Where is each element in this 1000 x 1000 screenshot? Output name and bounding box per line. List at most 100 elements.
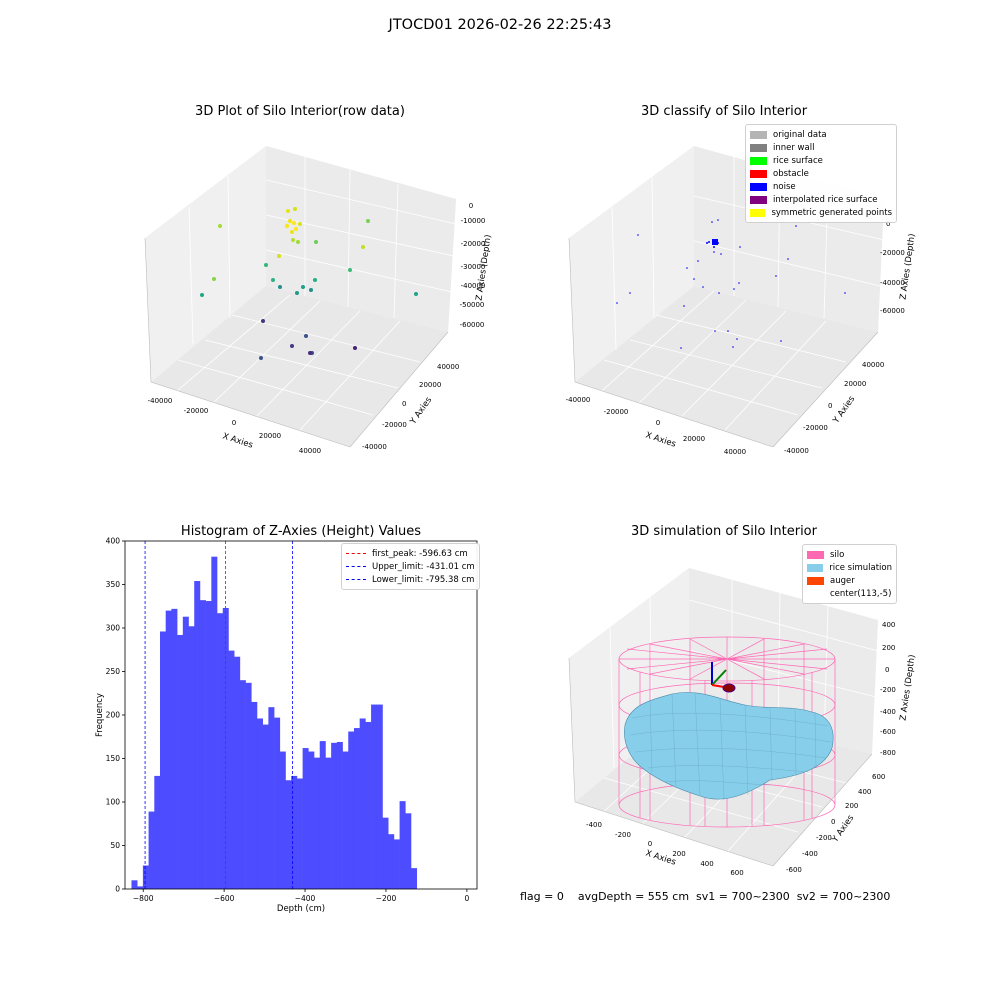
raw-point xyxy=(309,288,313,292)
sim-xtick: 0 xyxy=(648,840,652,848)
noise-point xyxy=(736,338,738,340)
histogram-bar xyxy=(165,610,172,889)
sim-ztick: -400 xyxy=(880,708,896,716)
raw-point xyxy=(278,285,282,289)
noise-point xyxy=(739,246,741,248)
histogram-bar xyxy=(234,656,241,889)
classify-xtick: -20000 xyxy=(604,408,629,416)
sim-ztick: -800 xyxy=(880,749,896,757)
classify-ytick: 0 xyxy=(828,402,832,410)
rice-surface xyxy=(624,692,834,801)
raw-point xyxy=(304,334,308,338)
raw-ytick: -40000 xyxy=(362,443,387,451)
raw-point xyxy=(271,278,275,282)
histogram-bar xyxy=(199,600,206,889)
noise-point xyxy=(683,305,685,307)
legend-swatch xyxy=(807,550,824,559)
sim-xtick: 400 xyxy=(700,860,713,868)
y-tick-label: 150 xyxy=(106,754,121,763)
x-tick-label: −400 xyxy=(295,894,316,903)
legend-swatch xyxy=(750,195,767,204)
noise-point xyxy=(706,242,708,244)
raw-point xyxy=(414,292,418,296)
raw-ytick: 40000 xyxy=(437,363,459,371)
y-tick-label: 200 xyxy=(106,711,121,720)
noise-point xyxy=(844,292,846,294)
raw-ztick: -30000 xyxy=(461,263,486,271)
raw-xtick: -20000 xyxy=(184,407,209,415)
y-tick-label: 400 xyxy=(106,537,121,546)
noise-point xyxy=(717,242,719,244)
noise-point xyxy=(732,346,734,348)
raw-xtick: -40000 xyxy=(148,397,173,405)
legend-line xyxy=(346,579,366,580)
sim-ytick: -200 xyxy=(816,834,832,842)
sim-z-label: Z Axies (Depth) xyxy=(898,654,917,721)
noise-point xyxy=(780,340,782,342)
y-tick-label: 50 xyxy=(110,841,120,850)
histogram-bar xyxy=(365,721,372,889)
noise-point xyxy=(708,241,710,243)
noise-point xyxy=(787,258,789,260)
histogram-bar xyxy=(262,724,269,889)
raw-point xyxy=(296,240,300,244)
raw-ztick: -20000 xyxy=(461,240,486,248)
legend-swatch xyxy=(750,130,767,139)
histogram-bar xyxy=(239,680,246,889)
histogram-bar xyxy=(405,813,412,889)
y-tick-label: 0 xyxy=(115,885,120,894)
histogram-bar xyxy=(228,650,235,889)
noise-point xyxy=(637,234,639,236)
raw-ztick: -50000 xyxy=(460,301,485,309)
noise-point xyxy=(713,251,715,253)
noise-point xyxy=(680,347,682,349)
raw-xtick: 40000 xyxy=(299,447,321,455)
raw-point xyxy=(287,218,293,224)
histogram-bar xyxy=(279,751,286,889)
classify-xtick: -40000 xyxy=(566,396,591,404)
noise-point xyxy=(712,239,718,245)
sim-ztick: 400 xyxy=(882,621,895,629)
classify-ztick: 0 xyxy=(886,220,890,228)
sim-xtick: -400 xyxy=(586,821,602,829)
histogram-legend: first_peak: -596.63 cm Upper_limit: -431… xyxy=(341,543,480,590)
legend-item: rice surface xyxy=(750,154,892,167)
noise-point xyxy=(714,330,716,332)
raw-xtick: 20000 xyxy=(259,432,281,440)
legend-item: inner wall xyxy=(750,141,892,154)
histogram-bar xyxy=(211,556,218,889)
raw-point xyxy=(290,230,294,234)
histogram-bar xyxy=(348,731,355,889)
histogram-bar xyxy=(291,775,298,889)
histogram-bar xyxy=(188,626,195,889)
classify-plot-title: 3D classify of Silo Interior xyxy=(640,104,808,119)
sim-ytick: 0 xyxy=(831,818,835,826)
noise-point xyxy=(686,267,688,269)
histogram-bar xyxy=(137,886,144,889)
sim-ytick: -400 xyxy=(802,850,818,858)
noise-point xyxy=(733,288,735,290)
figure-title: JTOCD01 2026-02-26 22:25:43 xyxy=(388,17,612,33)
classify-legend: original data inner wall rice surface ob… xyxy=(745,124,897,223)
sim-ztick: -200 xyxy=(880,686,896,694)
histogram-bar xyxy=(182,616,189,889)
legend-swatch xyxy=(750,143,767,152)
histogram-bar xyxy=(296,778,303,889)
histogram-bar xyxy=(171,608,178,889)
classify-ytick: 20000 xyxy=(844,380,866,388)
x-tick-label: −600 xyxy=(214,894,235,903)
histogram-bar xyxy=(142,865,149,889)
y-tick-label: 300 xyxy=(106,624,121,633)
histogram-bars xyxy=(131,556,418,889)
histogram-bar xyxy=(217,613,224,889)
y-tick-label: 100 xyxy=(106,798,121,807)
raw-point xyxy=(366,219,370,223)
sim-xtick: 600 xyxy=(730,869,743,877)
histogram-bar xyxy=(371,704,378,889)
classify-ztick: -60000 xyxy=(880,307,905,315)
legend-line xyxy=(346,566,366,567)
sim-xtick: -200 xyxy=(615,831,631,839)
y-tick-label: 350 xyxy=(106,580,121,589)
histogram-bar xyxy=(399,801,406,889)
